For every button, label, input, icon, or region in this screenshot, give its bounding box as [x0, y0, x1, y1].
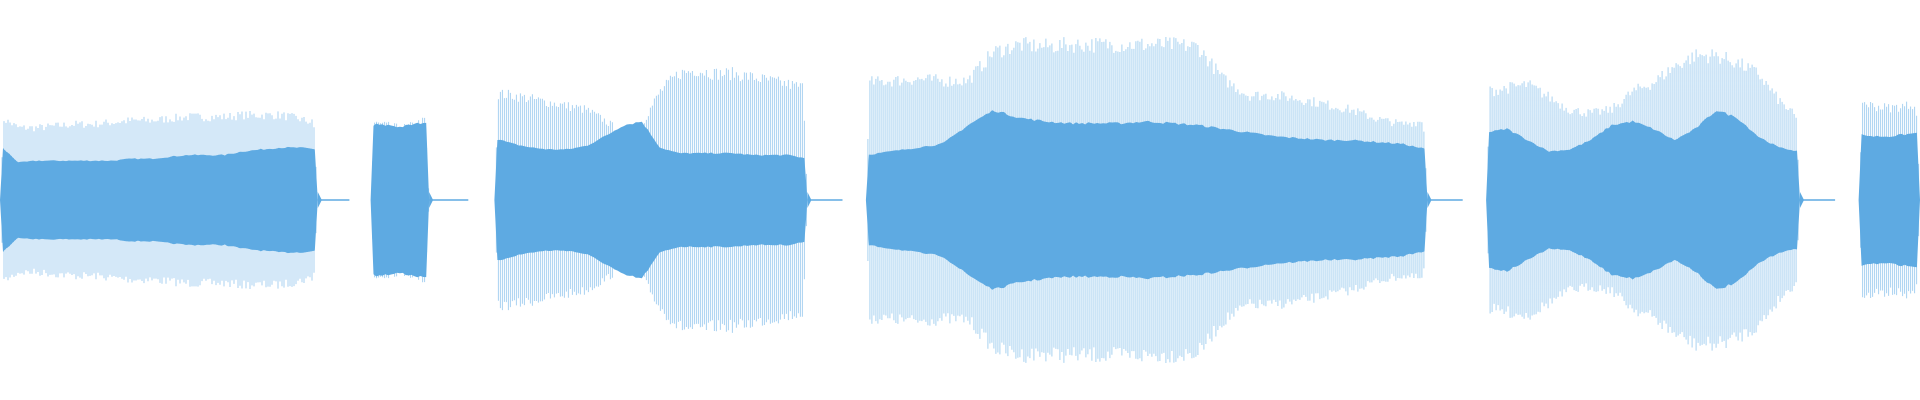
segment-tail-3 — [807, 192, 812, 208]
waveform-segment-1 — [0, 111, 318, 289]
waveform-segment-3 — [494, 67, 808, 333]
waveform-rms-segment-4 — [865, 110, 1428, 290]
waveform-segment-2 — [370, 117, 430, 283]
waveform-segment-4 — [865, 37, 1428, 363]
waveform-segment-6 — [1858, 101, 1920, 299]
waveform-layer — [0, 37, 1920, 363]
waveform-rms-segment-6 — [1858, 132, 1920, 268]
waveform-rms-segment-3 — [494, 121, 808, 279]
waveform-segment-5 — [1486, 49, 1800, 351]
segment-tail-2 — [429, 192, 434, 208]
waveform-rms-segment-2 — [370, 122, 430, 278]
waveform-rms-segment-5 — [1486, 111, 1800, 289]
segment-tail-4 — [1427, 192, 1432, 208]
waveform-rms-segment-1 — [0, 146, 318, 254]
segment-tail-1 — [317, 192, 322, 208]
segment-tail-5 — [1800, 192, 1804, 208]
